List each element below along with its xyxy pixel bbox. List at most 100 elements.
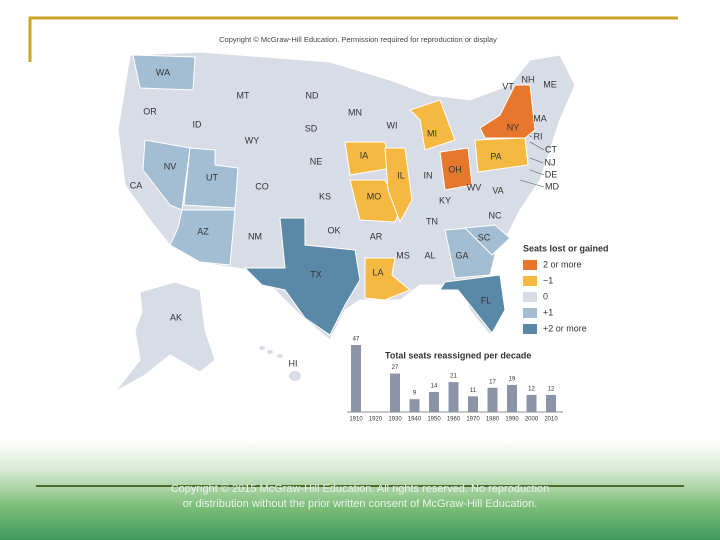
value-label: 27 bbox=[392, 365, 399, 371]
state-label: NH bbox=[522, 74, 535, 84]
x-tick-label: 1960 bbox=[447, 417, 461, 423]
copyright-footer: Copyright © 2015 McGraw-Hill Education. … bbox=[170, 483, 550, 510]
state-label: IN bbox=[424, 170, 433, 180]
state-label: WY bbox=[245, 135, 260, 145]
x-tick-label: 1980 bbox=[486, 417, 500, 423]
state-label: AK bbox=[170, 312, 182, 322]
state-label: MA bbox=[533, 113, 547, 123]
state-label: CT bbox=[545, 144, 557, 154]
legend-swatch bbox=[523, 324, 537, 334]
state-shape bbox=[479, 84, 536, 139]
state-shape bbox=[183, 147, 239, 209]
state-label: MD bbox=[545, 181, 559, 191]
bar bbox=[429, 392, 439, 412]
legend-swatch bbox=[523, 276, 537, 286]
state-label: ND bbox=[306, 90, 319, 100]
state-label: LA bbox=[372, 267, 383, 277]
state-shape bbox=[132, 54, 196, 91]
x-tick-label: 1970 bbox=[466, 417, 480, 423]
state-label: NE bbox=[310, 156, 323, 166]
bar bbox=[390, 373, 400, 412]
state-label: IA bbox=[360, 150, 369, 160]
state-shape bbox=[364, 257, 411, 301]
legend-label: +1 bbox=[543, 307, 553, 317]
legend-label: 0 bbox=[543, 291, 548, 301]
state-label: TX bbox=[310, 269, 322, 279]
leader bbox=[519, 179, 545, 188]
bar bbox=[448, 382, 459, 412]
legend-swatch bbox=[523, 260, 537, 270]
state-label: ID bbox=[193, 119, 203, 129]
state-shape bbox=[384, 147, 413, 224]
state-label: ME bbox=[543, 79, 557, 89]
state-label: KS bbox=[319, 191, 331, 201]
value-label: 14 bbox=[431, 384, 438, 390]
leader bbox=[529, 157, 544, 164]
state-shape bbox=[142, 139, 191, 211]
leader bbox=[529, 169, 545, 176]
value-label: 9 bbox=[413, 391, 417, 397]
state-label: GA bbox=[455, 250, 468, 260]
state-label: MO bbox=[367, 191, 382, 201]
state-label: RI bbox=[534, 131, 543, 141]
state-label: PA bbox=[490, 151, 501, 161]
hawaii-shapes bbox=[259, 346, 301, 381]
island bbox=[277, 354, 283, 358]
state-shape bbox=[439, 274, 506, 334]
state-label: MI bbox=[427, 128, 437, 138]
state-label: NM bbox=[248, 231, 262, 241]
bar bbox=[351, 345, 361, 412]
state-label: KY bbox=[439, 195, 451, 205]
frame-line bbox=[28, 16, 678, 62]
alaska-shape bbox=[114, 281, 216, 393]
value-label: 21 bbox=[450, 374, 457, 380]
legend-swatch bbox=[523, 292, 537, 302]
value-label: 11 bbox=[470, 388, 477, 394]
state-label: MT bbox=[237, 90, 250, 100]
state-shape bbox=[169, 209, 236, 266]
state-label: OR bbox=[143, 106, 157, 116]
island bbox=[267, 350, 273, 354]
legend-swatch bbox=[523, 308, 537, 318]
state-label: NY bbox=[507, 122, 520, 132]
footer-band bbox=[0, 440, 720, 540]
x-tick-label: 1930 bbox=[388, 417, 402, 423]
leader bbox=[529, 141, 545, 151]
state-label: SD bbox=[305, 123, 318, 133]
state-label: UT bbox=[206, 172, 218, 182]
x-tick-label: 1940 bbox=[408, 417, 422, 423]
state-label: WV bbox=[467, 182, 482, 192]
legend-title: Seats lost or gained bbox=[523, 243, 609, 253]
bar bbox=[487, 387, 498, 412]
state-label: DE bbox=[545, 169, 558, 179]
state-label: CO bbox=[255, 181, 269, 191]
x-tick-label: 1910 bbox=[349, 417, 363, 423]
x-tick-label: 1920 bbox=[369, 417, 383, 423]
legend-label: 2 or more bbox=[543, 259, 582, 269]
state-label: VA bbox=[492, 185, 503, 195]
bar bbox=[507, 384, 517, 412]
state-shape bbox=[439, 147, 473, 191]
x-tick-label: 2010 bbox=[544, 417, 558, 423]
state-label: NV bbox=[164, 161, 177, 171]
legend-label: −1 bbox=[543, 275, 553, 285]
bar bbox=[409, 399, 420, 412]
legend-label: +2 or more bbox=[543, 323, 587, 333]
state-label: OK bbox=[327, 225, 340, 235]
state-label: VT bbox=[502, 81, 514, 91]
value-label: 12 bbox=[548, 386, 555, 392]
state-label: HI bbox=[289, 358, 298, 368]
state-label: FL bbox=[481, 295, 492, 305]
state-label: CA bbox=[130, 180, 143, 190]
state-shape bbox=[474, 137, 529, 173]
value-label: 17 bbox=[489, 379, 496, 385]
copyright-top: Copyright © McGraw-Hill Education. Permi… bbox=[219, 35, 497, 44]
state-label: OH bbox=[448, 164, 462, 174]
state-label: IL bbox=[397, 170, 405, 180]
state-label: AR bbox=[370, 231, 383, 241]
x-tick-label: 2000 bbox=[525, 417, 539, 423]
state-label: NC bbox=[489, 210, 502, 220]
state-shape bbox=[463, 224, 511, 256]
state-shape bbox=[409, 99, 456, 151]
